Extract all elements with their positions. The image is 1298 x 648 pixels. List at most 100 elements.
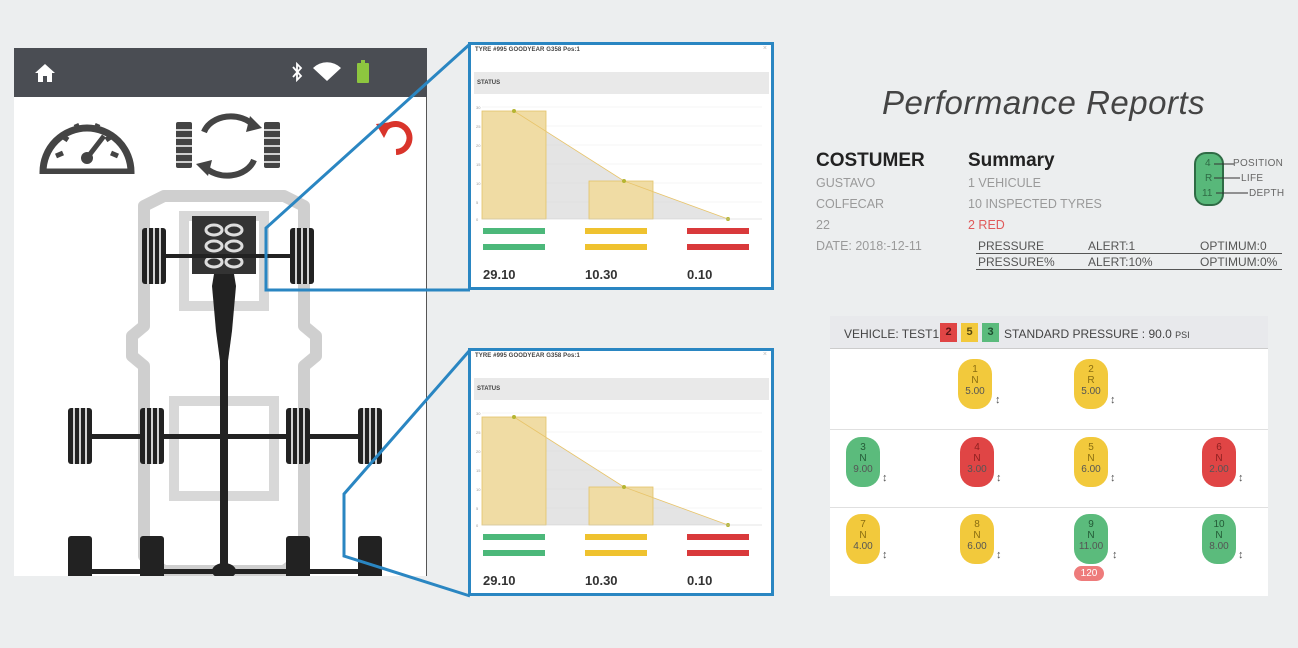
vehicle-tyre-map: VEHICLE: TEST1 2 5 3 STANDARD PRESSURE :… [830,316,1268,596]
tyre-life: N [1215,453,1223,464]
tyre-position-6[interactable]: 6 N 2.00 [1202,437,1236,487]
customer-name: GUSTAVO [816,176,876,190]
tyre-depth: 6.00 [967,541,987,552]
pressure-label: PRESSURE% [978,255,1055,269]
y-tick: 5 [476,200,479,205]
indicator-red [687,534,749,540]
speedometer-icon[interactable] [38,106,136,174]
tyre-position-1[interactable]: 1 N 5.00 [958,359,992,409]
chart-bar [481,110,547,220]
tyre-position-5[interactable]: 5 N 6.00 [1074,437,1108,487]
indicator-green [483,534,545,540]
tyre-position-3[interactable]: 3 N 9.00 [846,437,880,487]
tyre-position-10[interactable]: 10 N 8.00 [1202,514,1236,564]
pressure-arrow-icon: ↕ [1112,549,1118,561]
indicator-yellow [585,228,647,234]
tyre-position-4[interactable]: 4 N 3.00 [960,437,994,487]
pressure-arrow-icon: ↕ [996,549,1002,561]
indicator-red [687,228,749,234]
popup-title: TYRE #995 GOODYEAR G358 Pos:1 [475,47,580,53]
close-icon[interactable]: × [762,45,767,52]
y-tick: 0 [476,523,479,528]
y-tick: 0 [476,217,479,222]
tyre-position-9[interactable]: 9 N 11.00 [1074,514,1108,564]
chart-point [622,179,626,183]
depth-value: 29.10 [483,573,516,588]
legend-depth-value: 11 [1202,188,1213,199]
indicator-yellow [585,244,647,250]
tyre-extra-badge: 120 [1074,566,1104,581]
tyre-depth-chart: 30 25 20 15 10 5 0 [476,105,762,222]
tyre-position-2[interactable]: 2 R 5.00 [1074,359,1108,409]
customer-number: 22 [816,218,830,232]
close-icon[interactable]: × [762,351,767,358]
legend-position-label: POSITION [1233,158,1284,169]
summary-red-count: 2 RED [968,218,1005,232]
tyre-detail-popup: TYRE #995 GOODYEAR G358 Pos:1 × STATUS 3… [468,348,774,596]
yellow-count-badge: 5 [961,323,978,342]
standard-pressure: STANDARD PRESSURE : 90.0 PSI [1004,327,1190,341]
y-tick: 25 [476,124,481,129]
pressure-optimum: OPTIMUM:0% [1200,255,1278,269]
y-tick: 25 [476,430,481,435]
tyre-position-7[interactable]: 7 N 4.00 [846,514,880,564]
y-tick: 30 [476,105,481,110]
wifi-icon [313,62,341,81]
legend-tyre-icon [1194,152,1224,206]
customer-company: COLFECAR [816,197,885,211]
indicator-green [483,550,545,556]
popup-title: TYRE #995 GOODYEAR G358 Pos:1 [475,353,580,359]
home-icon[interactable] [34,63,56,83]
legend-life-value: R [1205,173,1213,184]
axle-divider [830,507,1268,508]
tyre-life: N [971,375,979,386]
pressure-alert: ALERT:1 [1088,239,1136,253]
tyre-depth: 4.00 [853,541,873,552]
y-tick: 10 [476,487,481,492]
tyre-pos: 1 [972,364,978,375]
indicator-yellow [585,534,647,540]
chart-point [512,109,516,113]
tyre-life: N [973,530,981,541]
tyre-depth: 3.00 [967,464,987,475]
tyre-pos: 2 [1088,364,1094,375]
red-count-badge: 2 [940,323,957,342]
tyre-rotation-icon[interactable] [174,110,284,182]
tyre-position-8[interactable]: 8 N 6.00 [960,514,994,564]
depth-value: 0.10 [687,573,713,588]
indicator-green [483,228,545,234]
chart-bar [481,416,547,526]
tyre-depth: 8.00 [1209,541,1229,552]
reports-title: Performance Reports [882,84,1206,121]
legend-depth-label: DEPTH [1249,188,1285,199]
pressure-arrow-icon: ↕ [1238,472,1244,484]
tyre-depth-chart: 30 25 20 15 10 5 0 [476,411,762,528]
vehicle-label: VEHICLE: TEST1 [844,327,940,341]
legend-life-label: LIFE [1241,173,1264,184]
tyre-depth: 9.00 [853,464,873,475]
tyre-depth: 5.00 [965,386,985,397]
report-date: DATE: 2018:-12-11 [816,239,922,253]
indicator-red [687,550,749,556]
y-tick: 20 [476,449,481,454]
tyre-life: N [973,453,981,464]
green-count-badge: 3 [982,323,999,342]
chart-point [512,415,516,419]
indicator-yellow [585,550,647,556]
tyre-depth: 5.00 [1081,386,1101,397]
undo-icon[interactable] [374,116,414,156]
y-tick: 30 [476,411,481,416]
app-top-bar [14,48,427,97]
pressure-arrow-icon: ↕ [1238,549,1244,561]
legend-leader-lines [1214,163,1248,194]
pressure-arrow-icon: ↕ [995,394,1001,406]
vehicle-app-screen [14,48,427,576]
standard-pressure-value: STANDARD PRESSURE : 90.0 [1004,327,1172,341]
status-header: STATUS [474,378,769,400]
tyre-pos: 9 [1088,519,1094,530]
tyre-pos: 3 [860,442,866,453]
tyre-depth: 2.00 [1209,464,1229,475]
pressure-row: PRESSURE ALERT:1 OPTIMUM:0 [976,238,1282,254]
tyre-pos: 4 [974,442,980,453]
pressure-table: PRESSURE ALERT:1 OPTIMUM:0 PRESSURE% ALE… [976,238,1282,270]
